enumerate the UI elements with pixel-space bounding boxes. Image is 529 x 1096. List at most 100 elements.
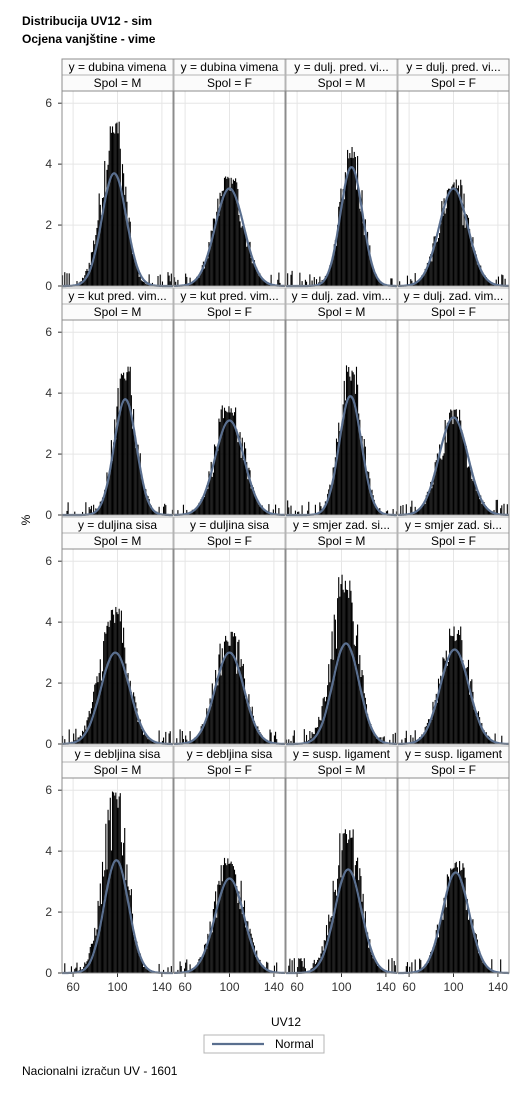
histogram-bar (430, 254, 432, 286)
histogram-bar (85, 502, 87, 515)
histogram-bar (466, 667, 468, 744)
histogram-bar (381, 283, 383, 286)
histogram-bar (241, 437, 243, 515)
histogram-bar (96, 929, 98, 973)
histogram-bar (320, 720, 322, 744)
histogram-bar (99, 204, 101, 286)
histogram-bar (471, 479, 473, 515)
histogram-bar (443, 658, 445, 744)
histogram-bar (216, 211, 218, 286)
histogram-bar (227, 412, 229, 515)
histogram-bar (444, 213, 446, 286)
histogram-bars (287, 147, 393, 286)
histogram-bars (62, 606, 171, 744)
histogram-bar (410, 506, 412, 515)
histogram-bar (167, 272, 169, 286)
histogram-bar (442, 657, 444, 744)
histogram-bar (135, 447, 137, 515)
histogram-bar (343, 592, 345, 744)
histogram-bar (479, 264, 481, 286)
histogram-bar (240, 659, 242, 744)
histogram-bar (472, 691, 474, 744)
histogram-bar (367, 471, 369, 515)
histogram-bar (484, 275, 486, 286)
histogram-bar (209, 698, 211, 744)
histogram-bar (253, 945, 256, 973)
histogram-bar (340, 432, 342, 515)
histogram-bar (114, 795, 116, 973)
histogram-bar (211, 230, 213, 286)
histogram-bar (344, 829, 346, 973)
chart-frame (61, 58, 510, 974)
histogram-bar (374, 961, 376, 973)
histogram-bar (257, 726, 259, 744)
panel-trait-label: y = susp. ligament (405, 747, 503, 761)
histogram-bar (208, 936, 210, 973)
histogram-bar (375, 507, 378, 515)
histogram-bar (219, 884, 221, 973)
histogram-bar (371, 265, 373, 286)
histogram-bar (249, 928, 251, 973)
histogram-bar (491, 959, 493, 973)
histogram-bar (294, 510, 296, 515)
histogram-bar (333, 244, 335, 286)
histogram-bar (305, 734, 308, 744)
histogram-bar (226, 178, 228, 286)
histogram-bar (466, 899, 468, 973)
histogram-bar (431, 950, 433, 973)
histogram-bar (464, 671, 466, 744)
histogram-bar (151, 741, 154, 744)
histogram-bar (258, 729, 260, 744)
histogram-bar (432, 484, 434, 515)
panel-border (173, 319, 286, 516)
histogram-bar (265, 740, 267, 744)
histogram-bar (103, 498, 105, 515)
histogram-bar (163, 737, 165, 744)
panel-trait-label: y = debljina sisa (75, 747, 161, 761)
histogram-bar (239, 909, 241, 973)
panel-sex-label: Spol = F (431, 305, 476, 319)
histogram-bar (359, 419, 361, 515)
histogram-bar (486, 737, 488, 744)
histogram-bar (83, 731, 85, 744)
panel-trait-label: y = smjer zad. si... (405, 518, 502, 532)
histogram-bar (445, 442, 447, 515)
histogram-bar (330, 262, 332, 286)
histogram-bar (469, 229, 471, 286)
histogram-bar (209, 249, 211, 286)
histogram-bar (360, 439, 362, 515)
histogram-bar (288, 507, 290, 515)
histogram-bar (73, 733, 75, 744)
histogram-bar (104, 870, 106, 973)
histogram-bar (260, 277, 262, 286)
histogram-bar (321, 509, 323, 515)
panel-11: y = smjer zad. si... Spol = M (285, 516, 398, 746)
histogram-bar (365, 934, 368, 973)
histogram-bar (252, 487, 254, 515)
panel-trait-label: y = susp. ligament (293, 747, 391, 761)
histogram-bar (149, 971, 151, 973)
histogram-bar (357, 384, 359, 515)
histogram-bar (185, 962, 187, 973)
histogram-bar (211, 476, 213, 515)
histogram-bar (143, 966, 145, 973)
histogram-bar (104, 160, 106, 286)
normal-curve (174, 187, 285, 287)
panel-trait-label: y = dubina vimena (69, 60, 167, 74)
histogram-bar (358, 192, 360, 286)
histogram-bar (231, 631, 233, 744)
histogram-bar (129, 895, 131, 973)
histogram-bar (193, 737, 196, 744)
histogram-bar (355, 366, 358, 515)
histogram-bar (464, 877, 466, 973)
histogram-bar (211, 683, 213, 744)
histogram-bar (449, 628, 451, 744)
histogram-bar (373, 957, 375, 973)
histogram-bar (363, 439, 365, 515)
histogram-bar (340, 584, 342, 744)
histogram-bar (131, 913, 134, 973)
histogram-bar (221, 648, 223, 744)
histogram-bar (183, 968, 186, 973)
histogram-bar (298, 958, 300, 973)
histogram-bar (490, 969, 492, 973)
